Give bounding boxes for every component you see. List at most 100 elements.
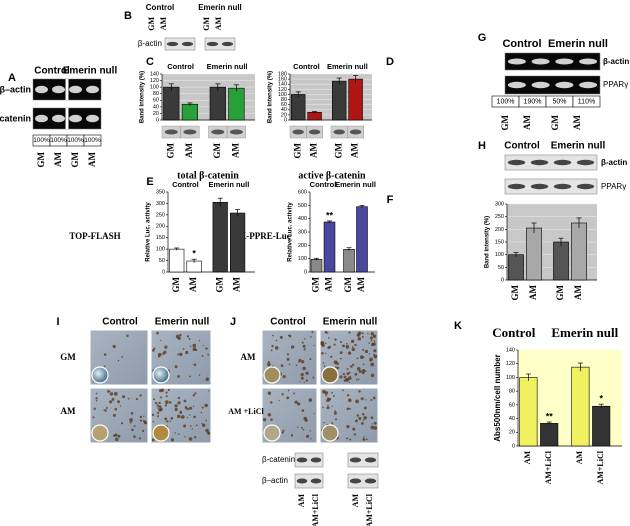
- y-tick-label: 250: [495, 214, 504, 220]
- stained-cell: [183, 424, 187, 428]
- stained-cell: [198, 374, 201, 376]
- gel-band: [35, 114, 48, 123]
- stained-cell: [169, 401, 172, 404]
- y-tick-label: 200: [495, 227, 504, 233]
- significance-label: **: [546, 411, 554, 421]
- stained-cell: [336, 366, 340, 370]
- group-label: Emerin null: [323, 317, 378, 328]
- row-label: β-catenin: [262, 455, 295, 464]
- group-label: Emerin null: [327, 62, 368, 71]
- stained-cell: [109, 390, 111, 393]
- stained-cell: [157, 355, 161, 358]
- row-label: β-actin: [601, 158, 627, 167]
- y-tick-label: 60: [153, 98, 159, 104]
- stained-cell: [167, 388, 171, 392]
- group-label: Emerin null: [335, 180, 376, 189]
- y-tick-label: 0: [284, 117, 287, 123]
- lane-label: AM: [214, 17, 223, 31]
- bar: [228, 87, 245, 121]
- stained-cell: [103, 353, 107, 356]
- stained-cell: [303, 381, 305, 384]
- lane-label: AM: [297, 494, 306, 508]
- y-tick-label: 80: [153, 91, 159, 97]
- stained-cell: [355, 419, 358, 423]
- group-label: Control: [146, 3, 174, 12]
- stained-cell: [302, 344, 306, 348]
- stained-cell: [369, 336, 373, 340]
- y-axis-label: Relative Luc. activity: [146, 202, 152, 262]
- stained-cell: [141, 429, 145, 433]
- gel-band: [181, 41, 194, 47]
- stained-cell: [170, 417, 174, 420]
- stained-cell: [349, 407, 351, 410]
- y-tick-label: 160: [278, 77, 287, 83]
- dish-inset: [263, 366, 281, 384]
- lane-label: AM: [350, 143, 360, 158]
- stained-cell: [158, 389, 163, 393]
- stained-cell: [187, 407, 190, 410]
- stained-cell: [370, 425, 375, 430]
- percent-box: [83, 134, 102, 147]
- lane-label: GM: [214, 276, 224, 292]
- stained-cell: [164, 417, 168, 421]
- stained-cell: [357, 331, 362, 335]
- stained-cell: [183, 399, 187, 403]
- stained-cell: [323, 365, 326, 367]
- y-tick-label: 40: [153, 104, 159, 110]
- stained-cell: [364, 349, 369, 354]
- stained-cell: [113, 434, 116, 437]
- bar: [169, 248, 185, 273]
- row-label: AM: [61, 406, 76, 416]
- stained-cell: [286, 396, 290, 400]
- stained-cell: [182, 348, 185, 350]
- y-axis-label: Band intensity (%): [485, 216, 491, 268]
- stained-cell: [205, 377, 209, 381]
- stained-cell: [331, 405, 333, 407]
- stained-cell: [362, 437, 366, 441]
- stained-cell: [205, 419, 207, 422]
- stained-cell: [295, 364, 298, 367]
- bar: [356, 206, 368, 273]
- lane-label: GM: [292, 142, 302, 158]
- group-label: Control: [504, 141, 540, 152]
- stained-cell: [138, 437, 141, 440]
- y-tick-label: 180: [278, 71, 287, 77]
- stained-cell: [330, 355, 333, 359]
- row-label: β–actin: [262, 476, 288, 485]
- gel: [504, 52, 601, 71]
- stained-cell: [301, 341, 304, 344]
- stained-cell: [324, 352, 327, 355]
- stained-cell: [365, 399, 367, 401]
- gel: [347, 452, 379, 468]
- lane-label: AM: [87, 152, 97, 167]
- stained-cell: [184, 406, 188, 410]
- gel-band: [310, 457, 322, 463]
- stained-cell: [117, 434, 121, 438]
- caption: total β-catenin: [177, 170, 239, 181]
- group-label: Control: [270, 317, 306, 328]
- stained-cell: [193, 363, 197, 366]
- stained-cell: [159, 405, 162, 408]
- gel-band: [507, 183, 526, 190]
- stained-cell: [262, 418, 267, 422]
- group-label: Emerin null: [155, 317, 210, 328]
- stained-cell: [356, 357, 359, 360]
- stained-cell: [274, 346, 279, 350]
- stained-cell: [189, 375, 191, 378]
- stained-cell: [112, 413, 116, 417]
- stained-cell: [92, 416, 95, 419]
- gel-band: [69, 85, 82, 94]
- gel-band: [579, 81, 598, 89]
- bar: [592, 405, 611, 447]
- stained-cell: [332, 395, 335, 397]
- stained-cell: [160, 339, 162, 341]
- stained-cell: [331, 392, 333, 394]
- stained-cell: [189, 406, 193, 410]
- stained-cell: [189, 425, 191, 427]
- stained-cell: [342, 389, 344, 392]
- stained-cell: [156, 404, 160, 407]
- stained-cell: [346, 394, 350, 397]
- stained-cell: [373, 354, 378, 359]
- stained-cell: [348, 331, 351, 334]
- stained-cell: [300, 376, 304, 380]
